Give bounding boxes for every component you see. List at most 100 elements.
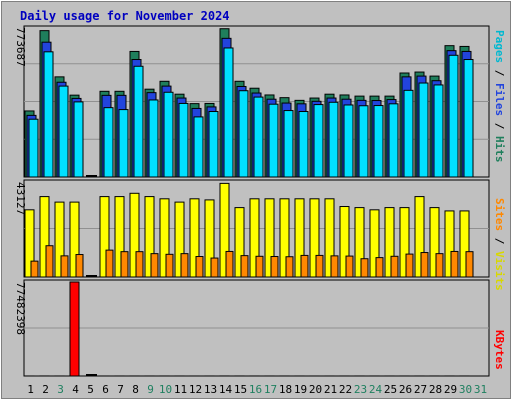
legend-hits: Hits xyxy=(493,136,506,163)
bar-sites-day-20 xyxy=(316,255,323,277)
x-tick-label-day-28: 28 xyxy=(429,383,442,396)
bar-sites-day-29 xyxy=(451,251,458,277)
bar-pages-day-4 xyxy=(74,102,83,177)
x-tick-label-day-5: 5 xyxy=(87,383,94,396)
x-tick-label-day-20: 20 xyxy=(309,383,322,396)
bottom-panel-ymax-label: 77482398 xyxy=(14,282,27,335)
bar-sites-day-27 xyxy=(421,253,428,277)
x-tick-label-day-22: 22 xyxy=(339,383,352,396)
x-tick-label-day-3: 3 xyxy=(57,383,64,396)
legend-files: Files xyxy=(493,83,506,116)
x-tick-label-day-6: 6 xyxy=(102,383,109,396)
bar-pages-day-10 xyxy=(164,92,173,177)
bar-sites-day-7 xyxy=(121,252,128,277)
x-tick-label-day-12: 12 xyxy=(189,383,202,396)
x-tick-label-day-29: 29 xyxy=(444,383,457,396)
bar-pages-day-9 xyxy=(149,100,158,177)
bar-sites-day-14 xyxy=(226,251,233,277)
x-tick-label-day-9: 9 xyxy=(147,383,154,396)
bar-pages-day-1 xyxy=(29,119,38,177)
legend-sites: Sites xyxy=(493,198,506,231)
bar-pages-day-15 xyxy=(239,91,248,177)
bar-sites-day-9 xyxy=(151,254,158,277)
x-tick-label-day-11: 11 xyxy=(174,383,187,396)
bar-pages-day-18 xyxy=(284,111,293,177)
bar-sites-day-17 xyxy=(271,257,278,277)
bar-pages-day-13 xyxy=(209,112,218,177)
bar-sites-day-22 xyxy=(346,256,353,277)
bar-sites-day-1 xyxy=(31,261,38,277)
bar-pages-day-12 xyxy=(194,117,203,177)
x-tick-label-day-7: 7 xyxy=(117,383,124,396)
chart-title: Daily usage for November 2024 xyxy=(20,9,230,23)
bar-sites-day-12 xyxy=(196,257,203,277)
legend-kbytes: KBytes xyxy=(493,330,506,370)
bar-pages-day-19 xyxy=(299,112,308,177)
bar-sites-day-2 xyxy=(46,246,53,277)
bar-sites-day-3 xyxy=(61,256,68,277)
x-tick-label-day-2: 2 xyxy=(42,383,49,396)
bar-pages-day-28 xyxy=(434,85,443,177)
bar-pages-day-14 xyxy=(224,48,233,177)
x-tick-label-day-21: 21 xyxy=(324,383,337,396)
legend-visits: Visits xyxy=(493,251,506,291)
bar-kbytes-day-4 xyxy=(70,282,79,376)
bar-pages-day-20 xyxy=(314,105,323,177)
bottom-panel-legend: KBytes xyxy=(493,330,506,370)
bar-pages-day-17 xyxy=(269,104,278,177)
bar-sites-day-4 xyxy=(76,255,83,277)
bar-pages-day-22 xyxy=(344,105,353,177)
bar-sites-day-25 xyxy=(391,256,398,277)
top-panel-legend: Pages / Files / Hits xyxy=(493,30,506,163)
legend-pages: Pages xyxy=(493,30,506,63)
bar-pages-day-11 xyxy=(179,103,188,177)
bar-sites-day-18 xyxy=(286,257,293,277)
x-tick-label-day-1: 1 xyxy=(27,383,34,396)
top-panel-ymax-label: 773687 xyxy=(14,27,27,67)
x-tick-label-day-27: 27 xyxy=(414,383,427,396)
bar-pages-day-7 xyxy=(119,110,128,177)
x-tick-label-day-15: 15 xyxy=(234,383,247,396)
bar-pages-day-23 xyxy=(359,106,368,177)
bar-sites-day-8 xyxy=(136,252,143,277)
bar-pages-day-16 xyxy=(254,97,263,177)
x-tick-label-day-8: 8 xyxy=(132,383,139,396)
svg-text:Pages / Files / Hits: Pages / Files / Hits xyxy=(493,30,506,163)
bar-sites-day-28 xyxy=(436,254,443,277)
x-tick-label-day-23: 23 xyxy=(354,383,367,396)
x-tick-label-day-17: 17 xyxy=(264,383,277,396)
bar-sites-day-15 xyxy=(241,256,248,277)
bar-sites-day-19 xyxy=(301,255,308,277)
x-tick-label-day-26: 26 xyxy=(399,383,412,396)
x-tick-label-day-16: 16 xyxy=(249,383,262,396)
middle-panel-legend: Sites / Visits xyxy=(493,198,506,291)
bar-pages-day-3 xyxy=(59,86,68,177)
bar-sites-day-23 xyxy=(361,259,368,277)
bar-sites-day-24 xyxy=(376,258,383,277)
x-tick-label-day-10: 10 xyxy=(159,383,172,396)
bar-sites-day-13 xyxy=(211,258,218,277)
x-tick-label-day-4: 4 xyxy=(72,383,79,396)
x-tick-label-day-13: 13 xyxy=(204,383,217,396)
bar-pages-day-30 xyxy=(464,60,473,177)
bar-sites-day-6 xyxy=(106,250,113,277)
x-tick-label-day-14: 14 xyxy=(219,383,233,396)
bar-pages-day-26 xyxy=(404,90,413,177)
bar-sites-day-11 xyxy=(181,254,188,277)
x-tick-label-day-24: 24 xyxy=(369,383,383,396)
bar-sites-day-30 xyxy=(466,252,473,277)
bar-pages-day-29 xyxy=(449,55,458,177)
bar-pages-day-25 xyxy=(389,104,398,177)
bar-pages-day-24 xyxy=(374,106,383,177)
x-tick-label-day-18: 18 xyxy=(279,383,292,396)
bar-sites-day-21 xyxy=(331,256,338,277)
bar-pages-day-6 xyxy=(104,108,113,177)
bar-pages-day-27 xyxy=(419,83,428,177)
x-tick-label-day-31: 31 xyxy=(474,383,487,396)
svg-text:Sites / Visits: Sites / Visits xyxy=(493,198,506,291)
bar-pages-day-2 xyxy=(44,52,53,177)
x-tick-label-day-30: 30 xyxy=(459,383,472,396)
bar-sites-day-16 xyxy=(256,256,263,277)
